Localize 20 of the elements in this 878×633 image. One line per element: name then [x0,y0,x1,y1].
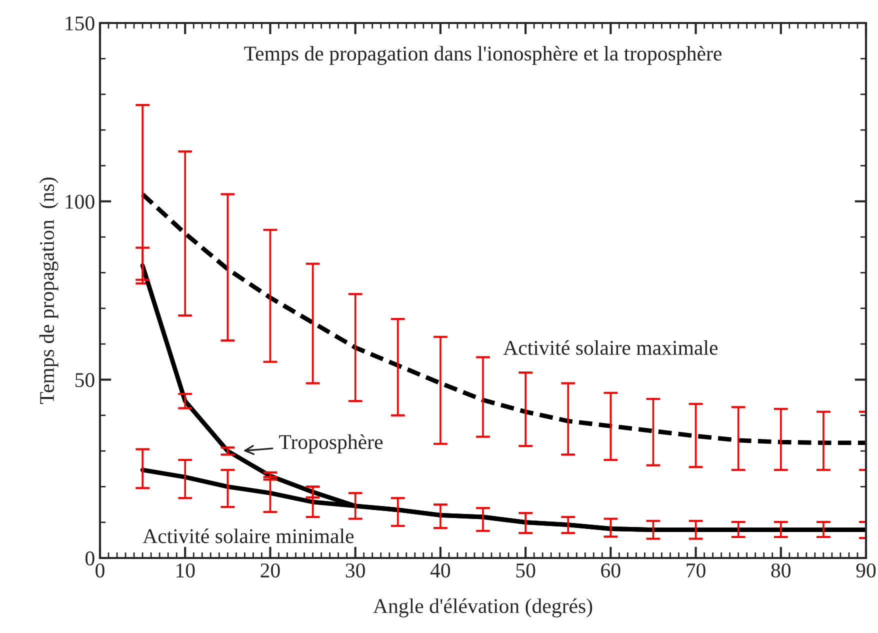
y-tick-label: 150 [66,16,94,30]
x-tick-label: 80 [771,563,791,578]
y-tick-label: 50 [76,373,94,388]
x-tick-label: 10 [176,563,195,578]
x-tick-label: 40 [430,563,450,578]
x-tick-label: 90 [856,563,876,578]
x-tick-label: 50 [516,563,536,578]
x-axis-title: Angle d'élévation (degrés) [373,598,592,618]
series-label: Activité solaire minimale [142,528,354,544]
x-tick-label: 70 [686,563,706,578]
x-tick-label: 60 [601,563,620,578]
text: Temps de propagation dans l'ionosphère et la troposphère [244,46,722,65]
y-tick-label: 100 [66,194,94,209]
x-tick-label: 30 [346,563,365,578]
y-tick-label: 0 [86,551,94,566]
text: Activité solaire maximale [503,340,718,355]
y-axis-title: Temps de propagation (ns) [39,178,58,404]
x-tick-label: 0 [96,563,104,578]
series-label: Troposphère [279,434,383,454]
x-tick-label: 20 [260,563,280,578]
